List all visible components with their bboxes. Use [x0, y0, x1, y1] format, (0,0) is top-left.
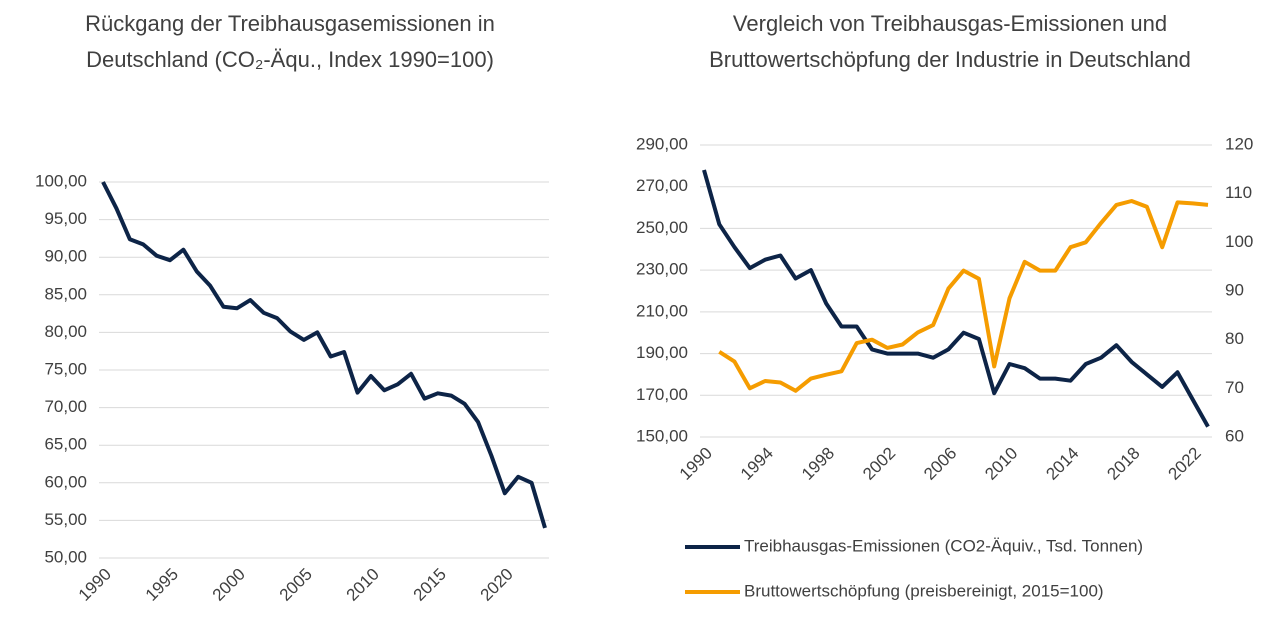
y2-tick-label: 110 [1225, 183, 1252, 202]
y2-tick-label: 120 [1225, 134, 1253, 153]
x-tick-label: 1994 [737, 444, 777, 484]
y-tick-label: 150,00 [636, 426, 688, 445]
y-tick-label: 80,00 [44, 322, 87, 341]
y-tick-label: 50,00 [44, 547, 87, 566]
line-series [702, 169, 1210, 428]
y-tick-label: 290,00 [636, 134, 688, 153]
y-tick-label: 95,00 [44, 209, 87, 228]
legend-label: Treibhausgas-Emissionen (CO2-Äquiv., Tsd… [744, 536, 1143, 555]
y2-tick-label: 80 [1225, 329, 1244, 348]
x-tick-label: 2000 [209, 565, 249, 605]
y-tick-label: 65,00 [44, 435, 87, 454]
x-tick-label: 2015 [410, 565, 450, 605]
x-tick-label: 2018 [1103, 444, 1143, 484]
y-tick-label: 55,00 [44, 510, 87, 529]
y2-tick-label: 100 [1225, 232, 1253, 251]
line-series [718, 199, 1209, 393]
x-tick-label: 1990 [676, 444, 716, 484]
y-tick-label: 190,00 [636, 343, 688, 362]
y2-tick-label: 70 [1225, 378, 1244, 397]
y-tick-label: 270,00 [636, 176, 688, 195]
y-tick-label: 60,00 [44, 472, 87, 491]
y2-tick-label: 90 [1225, 280, 1244, 299]
x-tick-label: 2020 [477, 565, 517, 605]
legend-label: Bruttowertschöpfung (preisbereinigt, 201… [744, 581, 1104, 600]
y-tick-label: 210,00 [636, 301, 688, 320]
y2-tick-label: 60 [1225, 426, 1244, 445]
x-tick-label: 1990 [75, 565, 115, 605]
y-tick-label: 250,00 [636, 218, 688, 237]
x-tick-label: 2010 [981, 444, 1021, 484]
x-tick-label: 2002 [859, 444, 899, 484]
y-tick-label: 70,00 [44, 397, 87, 416]
x-tick-label: 2014 [1042, 444, 1082, 484]
line-series [101, 181, 547, 529]
x-tick-label: 2022 [1165, 444, 1205, 484]
y-tick-label: 90,00 [44, 247, 87, 266]
y-tick-label: 230,00 [636, 260, 688, 279]
chart-title: Vergleich von Treibhausgas-Emissionen un… [709, 11, 1191, 72]
y-tick-label: 170,00 [636, 385, 688, 404]
x-tick-label: 2005 [276, 565, 316, 605]
x-tick-label: 1995 [142, 565, 182, 605]
x-tick-label: 2010 [343, 565, 383, 605]
x-tick-label: 2006 [920, 444, 960, 484]
y-tick-label: 75,00 [44, 359, 87, 378]
chart-title: Rückgang der Treibhausgasemissionen in D… [85, 11, 495, 72]
y-tick-label: 100,00 [35, 171, 87, 190]
x-tick-label: 1998 [798, 444, 838, 484]
y-tick-label: 85,00 [44, 284, 87, 303]
